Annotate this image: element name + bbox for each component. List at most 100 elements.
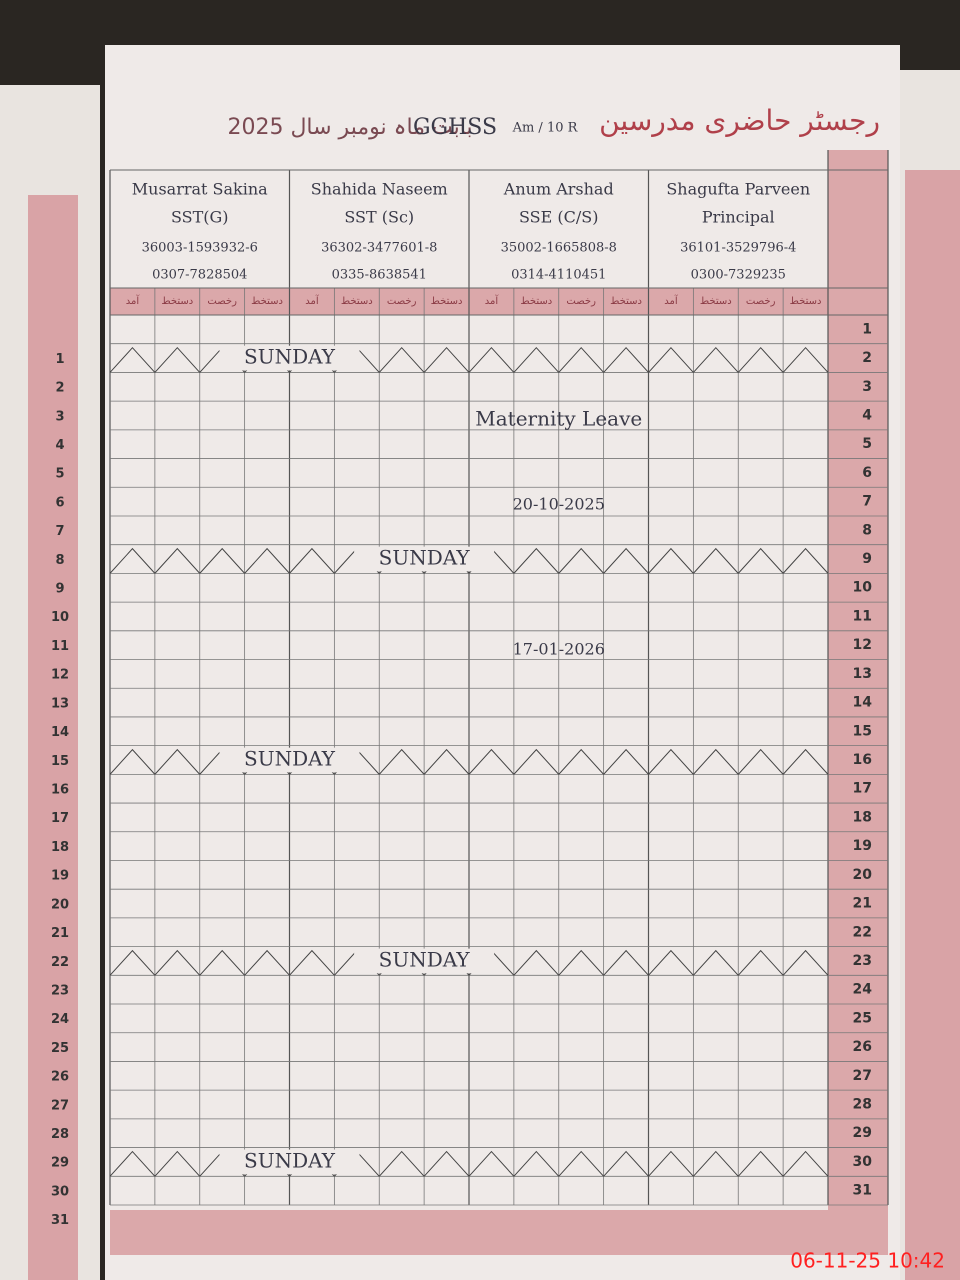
day-number: 15 <box>853 723 872 739</box>
teacher-cnic: 36003-1593932-6 <box>142 241 258 256</box>
sunday-hatch <box>648 1150 694 1177</box>
footer-band <box>110 1210 888 1255</box>
sunday-hatch <box>423 748 470 775</box>
left-day-number: 15 <box>51 754 69 769</box>
left-day-number: 23 <box>51 983 69 998</box>
day-number: 31 <box>853 1183 872 1199</box>
left-day-number: 9 <box>55 582 64 597</box>
sunday-hatch <box>378 748 425 775</box>
left-day-number: 22 <box>51 955 69 970</box>
sunday-hatch <box>558 346 604 373</box>
day-number: 2 <box>862 350 872 366</box>
left-day-number: 10 <box>51 610 69 625</box>
sunday-hatch <box>603 547 649 574</box>
sunday-hatch <box>558 1150 604 1177</box>
timestamp: 06-11-25 10:42 <box>790 1249 945 1273</box>
sunday-bg <box>219 747 360 773</box>
sunday-hatch <box>154 547 201 574</box>
leave-note: Maternity Leave <box>475 407 642 431</box>
sunday-hatch <box>423 346 470 373</box>
left-day-number: 8 <box>55 553 64 568</box>
subheader: دستخط <box>610 296 642 307</box>
sunday-hatch <box>423 1150 470 1177</box>
teacher-cnic: 35002-1665808-8 <box>501 241 617 256</box>
right-margin <box>905 170 960 1280</box>
teacher-name: Shahida Naseem <box>311 180 448 199</box>
left-day-number: 29 <box>51 1156 69 1171</box>
teacher-phone: 0300-7329235 <box>691 268 786 283</box>
subheader: رخصت <box>566 296 596 307</box>
day-number: 17 <box>853 781 872 797</box>
left-day-number: 7 <box>55 524 64 539</box>
day-number: 13 <box>853 666 872 682</box>
left-day-number: 28 <box>51 1127 69 1142</box>
left-day-number: 18 <box>51 840 69 855</box>
sunday-hatch <box>693 1150 739 1177</box>
class: Am / 10 R <box>512 121 579 136</box>
sunday-hatch <box>737 346 784 373</box>
subheader: دستخط <box>251 296 283 307</box>
left-day-number: 25 <box>51 1041 69 1056</box>
sunday-hatch <box>603 949 649 976</box>
subheader: آمد <box>485 294 500 307</box>
teacher-cnic: 36101-3529796-4 <box>680 241 796 256</box>
subheader: رخصت <box>746 296 776 307</box>
sunday-hatch <box>199 547 245 574</box>
day-number: 12 <box>853 637 872 653</box>
sunday-hatch <box>154 949 201 976</box>
teacher-designation: SST (Sc) <box>344 208 414 227</box>
subheader: آمد <box>664 294 679 307</box>
day-number: 9 <box>862 551 872 567</box>
day-number: 30 <box>853 1154 873 1170</box>
sunday-hatch <box>558 547 604 574</box>
sunday-hatch <box>737 949 784 976</box>
sunday-note: SUNDAY <box>379 546 471 570</box>
left-day-number: 27 <box>51 1098 69 1113</box>
day-number: 27 <box>853 1068 872 1084</box>
day-number: 18 <box>853 809 872 825</box>
subheader: دستخط <box>431 296 463 307</box>
left-day-number: 11 <box>51 639 69 654</box>
subheader: رخصت <box>387 296 417 307</box>
subheader: آمد <box>305 294 320 307</box>
left-day-number: 4 <box>55 438 64 453</box>
day-number: 4 <box>862 407 872 423</box>
teacher-phone: 0314-4110451 <box>511 268 606 283</box>
day-number: 6 <box>862 465 872 481</box>
day-number: 24 <box>853 982 873 998</box>
subheader: دستخط <box>520 296 552 307</box>
teacher-phone: 0335-8638541 <box>332 268 427 283</box>
left-day-number: 24 <box>51 1012 69 1027</box>
sunday-hatch <box>289 949 335 976</box>
left-day-number: 19 <box>51 869 69 884</box>
sunday-hatch <box>693 748 739 775</box>
period: بابت ماہ نومبر سال 2025 <box>227 115 472 140</box>
left-day-number: 21 <box>51 926 69 941</box>
left-day-number: 2 <box>55 381 64 396</box>
day-number: 16 <box>853 752 872 768</box>
day-number: 5 <box>862 436 872 452</box>
sunday-hatch <box>244 949 290 976</box>
sunday-hatch <box>782 346 829 373</box>
left-day-number: 16 <box>51 783 69 798</box>
day-number: 20 <box>853 867 873 883</box>
subheader: دستخط <box>341 296 373 307</box>
sunday-note: SUNDAY <box>244 747 336 771</box>
sunday-hatch <box>558 949 604 976</box>
sunday-hatch <box>244 547 290 574</box>
teacher-phone: 0307-7828504 <box>152 268 247 283</box>
teacher-designation: Principal <box>702 208 775 227</box>
left-day-number: 31 <box>51 1213 69 1228</box>
day-number: 22 <box>853 924 872 940</box>
left-day-number: 17 <box>51 811 69 826</box>
left-margin <box>28 195 78 1280</box>
return-date: 17-01-2026 <box>513 640 605 659</box>
sunday-hatch <box>782 949 829 976</box>
left-day-number: 13 <box>51 696 69 711</box>
sunday-hatch <box>603 1150 649 1177</box>
sunday-hatch <box>468 748 515 775</box>
subheader: دستخط <box>700 296 732 307</box>
teacher-designation: SSE (C/S) <box>519 208 598 227</box>
sunday-hatch <box>693 547 739 574</box>
left-day-number: 30 <box>51 1184 69 1199</box>
